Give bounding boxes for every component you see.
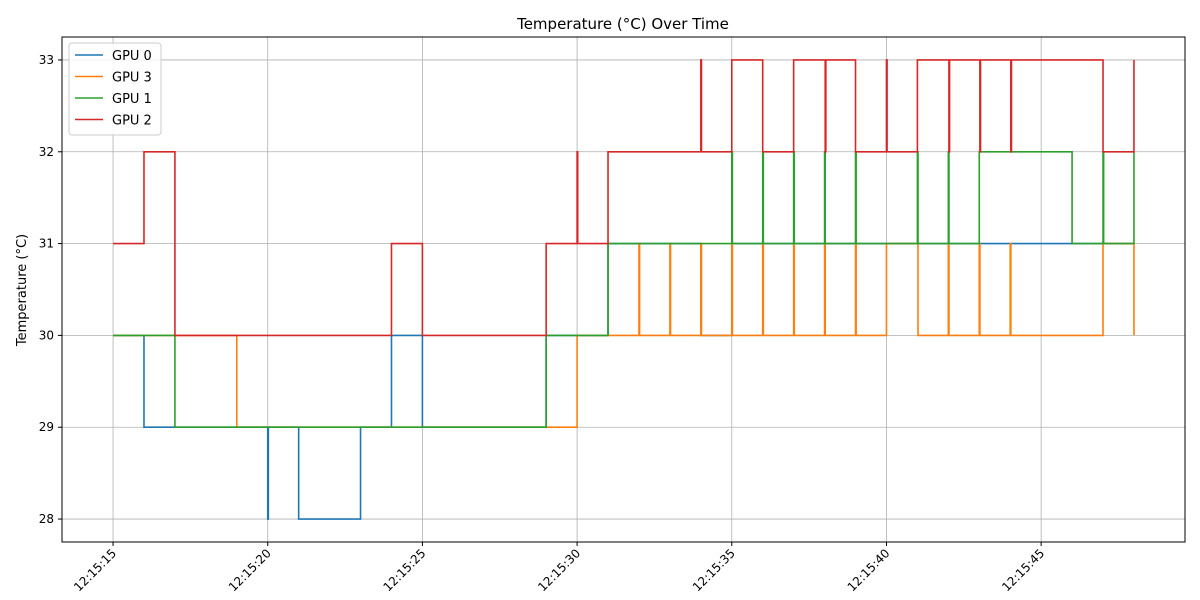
series-line-gpu-2 xyxy=(113,59,1135,337)
legend-label: GPU 1 xyxy=(112,92,152,107)
plot-lines xyxy=(113,59,1135,520)
series-line-gpu-1 xyxy=(113,150,1135,429)
y-tick-label: 30 xyxy=(39,328,54,342)
y-tick-label: 31 xyxy=(39,237,54,251)
plot-frame xyxy=(61,36,1186,543)
legend-box xyxy=(68,42,162,136)
legend-label: GPU 2 xyxy=(112,114,152,129)
chart-title: Temperature (°C) Over Time xyxy=(516,15,729,33)
legend-label: GPU 3 xyxy=(112,71,152,86)
y-tick-label: 29 xyxy=(39,420,54,434)
legend: GPU 0 GPU 3 GPU 1 GPU 2 xyxy=(68,42,162,136)
y-tick-label: 32 xyxy=(39,145,54,159)
legend-label: GPU 0 xyxy=(112,49,152,64)
y-axis-label: Temperature (°C) xyxy=(15,234,30,347)
y-tick-label: 33 xyxy=(39,53,54,67)
y-tick-label: 28 xyxy=(39,512,54,526)
y-axis-ticks: 28 29 30 31 32 33 xyxy=(39,53,62,526)
